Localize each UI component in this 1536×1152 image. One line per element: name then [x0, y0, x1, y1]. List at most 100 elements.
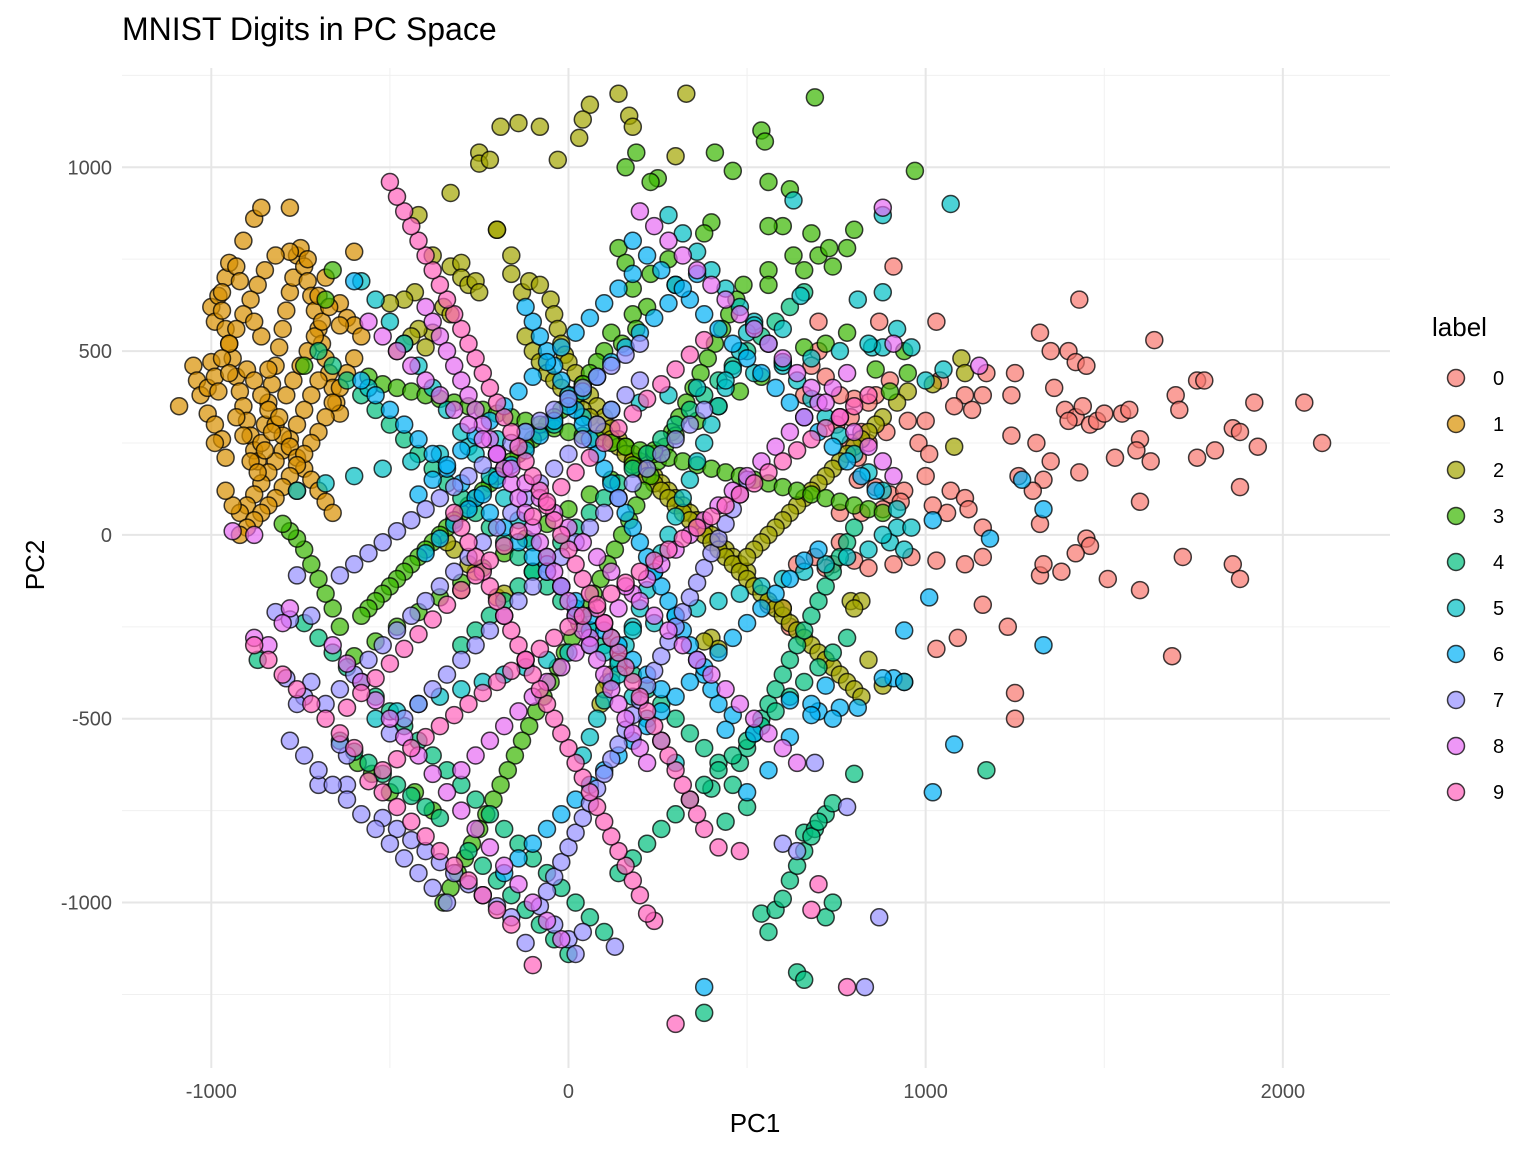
data-point — [687, 518, 707, 537]
data-point — [1098, 569, 1118, 589]
data-point — [609, 599, 628, 618]
data-point — [523, 834, 543, 853]
data-point — [1145, 330, 1164, 350]
data-point — [709, 319, 728, 339]
data-point — [552, 852, 571, 872]
data-point — [677, 84, 696, 103]
data-point — [723, 628, 743, 648]
legend-item-1: 1 — [1446, 414, 1504, 436]
data-point — [516, 452, 535, 471]
data-point — [344, 738, 364, 758]
legend-item-3: 3 — [1446, 506, 1504, 528]
data-point — [927, 639, 946, 659]
data-point — [1230, 569, 1250, 589]
data-point — [916, 466, 935, 486]
data-point — [487, 444, 507, 464]
data-point — [737, 349, 757, 368]
legend-item-2: 2 — [1446, 460, 1504, 482]
data-point — [537, 911, 557, 931]
data-point — [909, 433, 928, 453]
data-point — [266, 246, 285, 265]
data-point — [337, 698, 357, 717]
data-point — [569, 128, 589, 148]
data-point — [241, 290, 260, 309]
data-point — [602, 356, 621, 376]
data-point — [594, 503, 614, 523]
data-point — [416, 544, 435, 563]
data-point — [430, 275, 450, 295]
data-point — [616, 856, 635, 876]
data-point — [694, 433, 714, 453]
data-point — [587, 367, 607, 387]
data-point — [169, 396, 189, 416]
data-point — [1034, 470, 1053, 490]
data-point — [459, 466, 478, 486]
y-tick-label: 1000 — [68, 157, 113, 179]
data-point — [459, 415, 478, 434]
data-point — [294, 400, 314, 420]
data-point — [430, 808, 450, 828]
data-point — [402, 786, 421, 806]
data-point — [452, 801, 471, 820]
data-point — [609, 643, 628, 662]
data-point — [252, 385, 271, 405]
data-point — [919, 588, 939, 607]
data-point — [780, 393, 800, 412]
data-point — [652, 444, 671, 464]
data-point — [605, 540, 625, 559]
data-point — [494, 819, 514, 839]
legend-item-0: 0 — [1446, 368, 1504, 390]
data-point — [884, 334, 903, 353]
data-point — [552, 338, 571, 357]
data-point — [509, 874, 528, 894]
data-point — [416, 371, 435, 390]
data-point — [509, 702, 528, 721]
data-point — [487, 518, 507, 537]
data-point — [552, 577, 571, 596]
data-point — [884, 257, 903, 276]
data-point — [859, 558, 878, 578]
data-point — [530, 680, 550, 699]
data-point — [452, 650, 471, 670]
data-point — [759, 463, 778, 482]
data-point — [709, 694, 728, 714]
data-point — [630, 687, 650, 706]
data-point — [502, 264, 521, 284]
data-point — [394, 639, 414, 659]
data-point — [859, 650, 878, 670]
data-point — [687, 573, 707, 592]
data-point — [259, 650, 278, 670]
data-point — [373, 459, 392, 478]
data-point — [644, 551, 664, 570]
data-point — [509, 437, 528, 456]
legend-item-4: 4 — [1446, 552, 1504, 574]
data-point — [609, 488, 628, 508]
data-point — [716, 680, 735, 699]
data-point — [509, 488, 528, 508]
y-axis-title: PC2 — [20, 540, 50, 591]
data-point — [387, 341, 407, 361]
data-point — [673, 488, 693, 508]
data-point — [1105, 448, 1125, 467]
data-point — [316, 408, 335, 427]
data-point — [452, 760, 471, 780]
data-point — [380, 400, 400, 420]
data-point — [416, 246, 435, 265]
data-point — [602, 749, 621, 769]
data-point — [487, 672, 507, 692]
data-point — [466, 400, 485, 420]
data-point — [609, 238, 628, 258]
data-point — [787, 753, 807, 773]
data-point — [644, 606, 664, 626]
data-point — [423, 764, 442, 784]
data-point — [302, 606, 321, 626]
data-point — [544, 867, 564, 887]
legend-item-7: 7 — [1446, 690, 1504, 712]
data-point — [666, 430, 685, 449]
data-point — [730, 584, 750, 603]
data-point — [452, 441, 471, 460]
data-point — [323, 260, 342, 280]
data-point — [502, 246, 521, 265]
data-point — [1041, 452, 1060, 471]
data-point — [659, 294, 678, 313]
